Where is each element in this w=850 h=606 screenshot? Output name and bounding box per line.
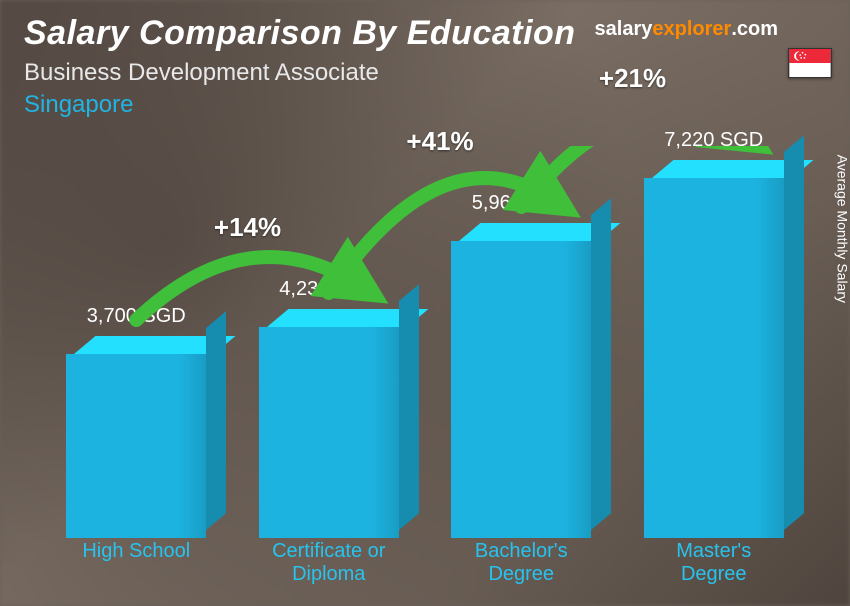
- bar-value-label: 3,700 SGD: [87, 305, 186, 328]
- bar-front-face: [451, 241, 591, 538]
- header-block: Salary Comparison By Education Business …: [24, 14, 576, 119]
- x-axis-label: Bachelor'sDegree: [425, 540, 618, 586]
- bar-side-face: [399, 284, 419, 530]
- bar-side-face: [784, 135, 804, 530]
- brand-watermark: salaryexplorer.com: [595, 18, 778, 41]
- page-title: Salary Comparison By Education: [24, 14, 576, 53]
- arc-percent-label: +14%: [214, 212, 281, 243]
- bar-value-label: 7,220 SGD: [664, 129, 763, 152]
- bar-slot: 4,230 SGD: [233, 278, 426, 538]
- bar-front-face: [259, 327, 399, 538]
- bar-slot: 5,960 SGD: [425, 192, 618, 538]
- x-axis-label: Master'sDegree: [618, 540, 811, 586]
- bar-value-label: 5,960 SGD: [472, 192, 571, 215]
- x-axis-label: High School: [40, 540, 233, 586]
- country-name: Singapore: [24, 91, 576, 119]
- arc-percent-label: +21%: [599, 63, 666, 94]
- brand-suffix: .com: [731, 18, 778, 40]
- singapore-flag-icon: [788, 48, 832, 78]
- bar-value-label: 4,230 SGD: [279, 278, 378, 301]
- chart-area: 3,700 SGD4,230 SGD5,960 SGD7,220 SGD Hig…: [40, 146, 810, 586]
- job-title: Business Development Associate: [24, 59, 576, 87]
- bars-container: 3,700 SGD4,230 SGD5,960 SGD7,220 SGD: [40, 146, 810, 538]
- bar: [66, 336, 206, 538]
- bar: [644, 160, 784, 538]
- bar: [259, 309, 399, 538]
- bar-side-face: [206, 311, 226, 530]
- brand-prefix: salary: [595, 18, 653, 40]
- bar-side-face: [591, 198, 611, 530]
- bar: [451, 223, 591, 538]
- x-axis-labels: High SchoolCertificate orDiplomaBachelor…: [40, 540, 810, 586]
- bar-slot: 3,700 SGD: [40, 305, 233, 538]
- brand-accent: explorer: [652, 18, 731, 40]
- infographic-container: Salary Comparison By Education Business …: [0, 0, 850, 606]
- bar-slot: 7,220 SGD: [618, 129, 811, 538]
- bar-front-face: [644, 178, 784, 538]
- x-axis-label: Certificate orDiploma: [233, 540, 426, 586]
- y-axis-label: Average Monthly Salary: [834, 155, 850, 303]
- bar-front-face: [66, 354, 206, 538]
- arc-percent-label: +41%: [406, 126, 473, 157]
